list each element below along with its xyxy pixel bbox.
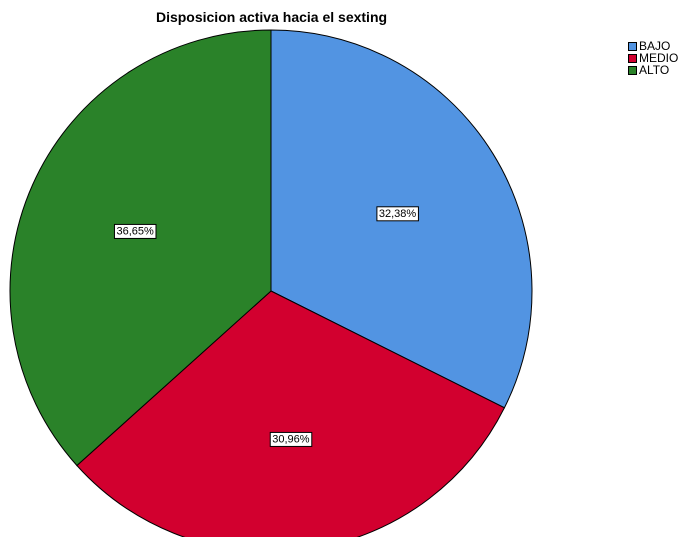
legend: BAJO MEDIO ALTO [628,40,678,76]
legend-item-bajo: BAJO [628,40,678,52]
legend-item-medio: MEDIO [628,52,678,64]
legend-swatch-medio [628,53,637,63]
legend-label-bajo: BAJO [639,39,671,53]
data-label-bajo: 32,38% [376,206,419,222]
svg-text:36,65%: 36,65% [116,225,154,237]
pie-slice-medio [76,290,506,537]
svg-text:32,38%: 32,38% [379,208,417,220]
legend-label-medio: MEDIO [639,51,679,65]
svg-text:30,96%: 30,96% [272,433,310,445]
data-label-alto: 36,65% [113,223,157,239]
legend-swatch-bajo [628,41,637,51]
data-label-medio: 30,96% [269,431,313,447]
legend-swatch-alto [628,65,637,75]
legend-item-alto: ALTO [628,64,678,76]
legend-label-alto: ALTO [639,63,670,77]
chart-title: Disposicion activa hacia el sexting [155,9,388,25]
pie-slice-alto [9,29,272,467]
